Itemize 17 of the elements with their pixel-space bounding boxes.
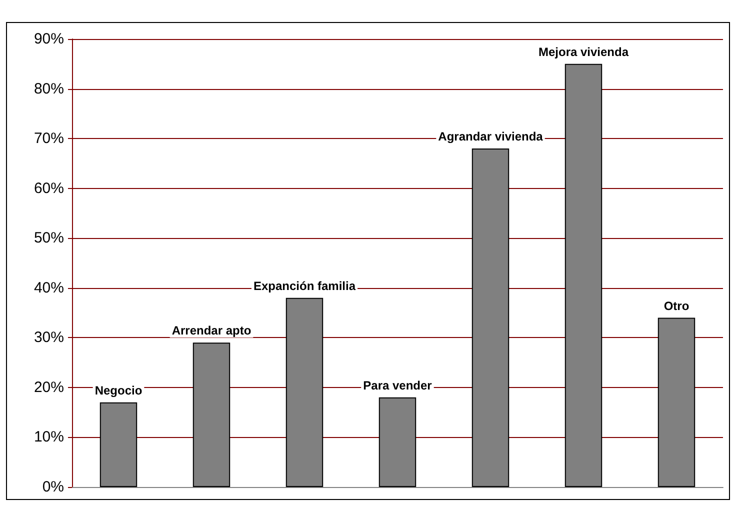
x-tick-label: Arrendar apto xyxy=(172,324,252,338)
x-tick-label: Otro xyxy=(664,298,690,313)
y-tick-label: 80% xyxy=(34,80,64,98)
y-tick-label: 60% xyxy=(34,180,64,197)
x-tick-label: Agrandar vivienda xyxy=(438,130,544,144)
y-tick-label: 40% xyxy=(34,279,64,296)
y-tick-label: 70% xyxy=(34,130,64,148)
y-tick-label: 90% xyxy=(34,30,64,48)
x-tick-label: Para vender xyxy=(363,378,432,392)
x-tick-label: Mejora vivienda xyxy=(538,44,629,59)
x-tick-label: Expanción familia xyxy=(253,278,356,293)
y-tick-label: 30% xyxy=(34,329,64,346)
x-tick-label: Negocio xyxy=(94,383,142,398)
y-tick-label: 20% xyxy=(34,378,64,396)
y-tick-label: 50% xyxy=(34,230,64,247)
y-tick-label: 10% xyxy=(34,428,64,446)
y-tick-label: 0% xyxy=(42,478,64,496)
